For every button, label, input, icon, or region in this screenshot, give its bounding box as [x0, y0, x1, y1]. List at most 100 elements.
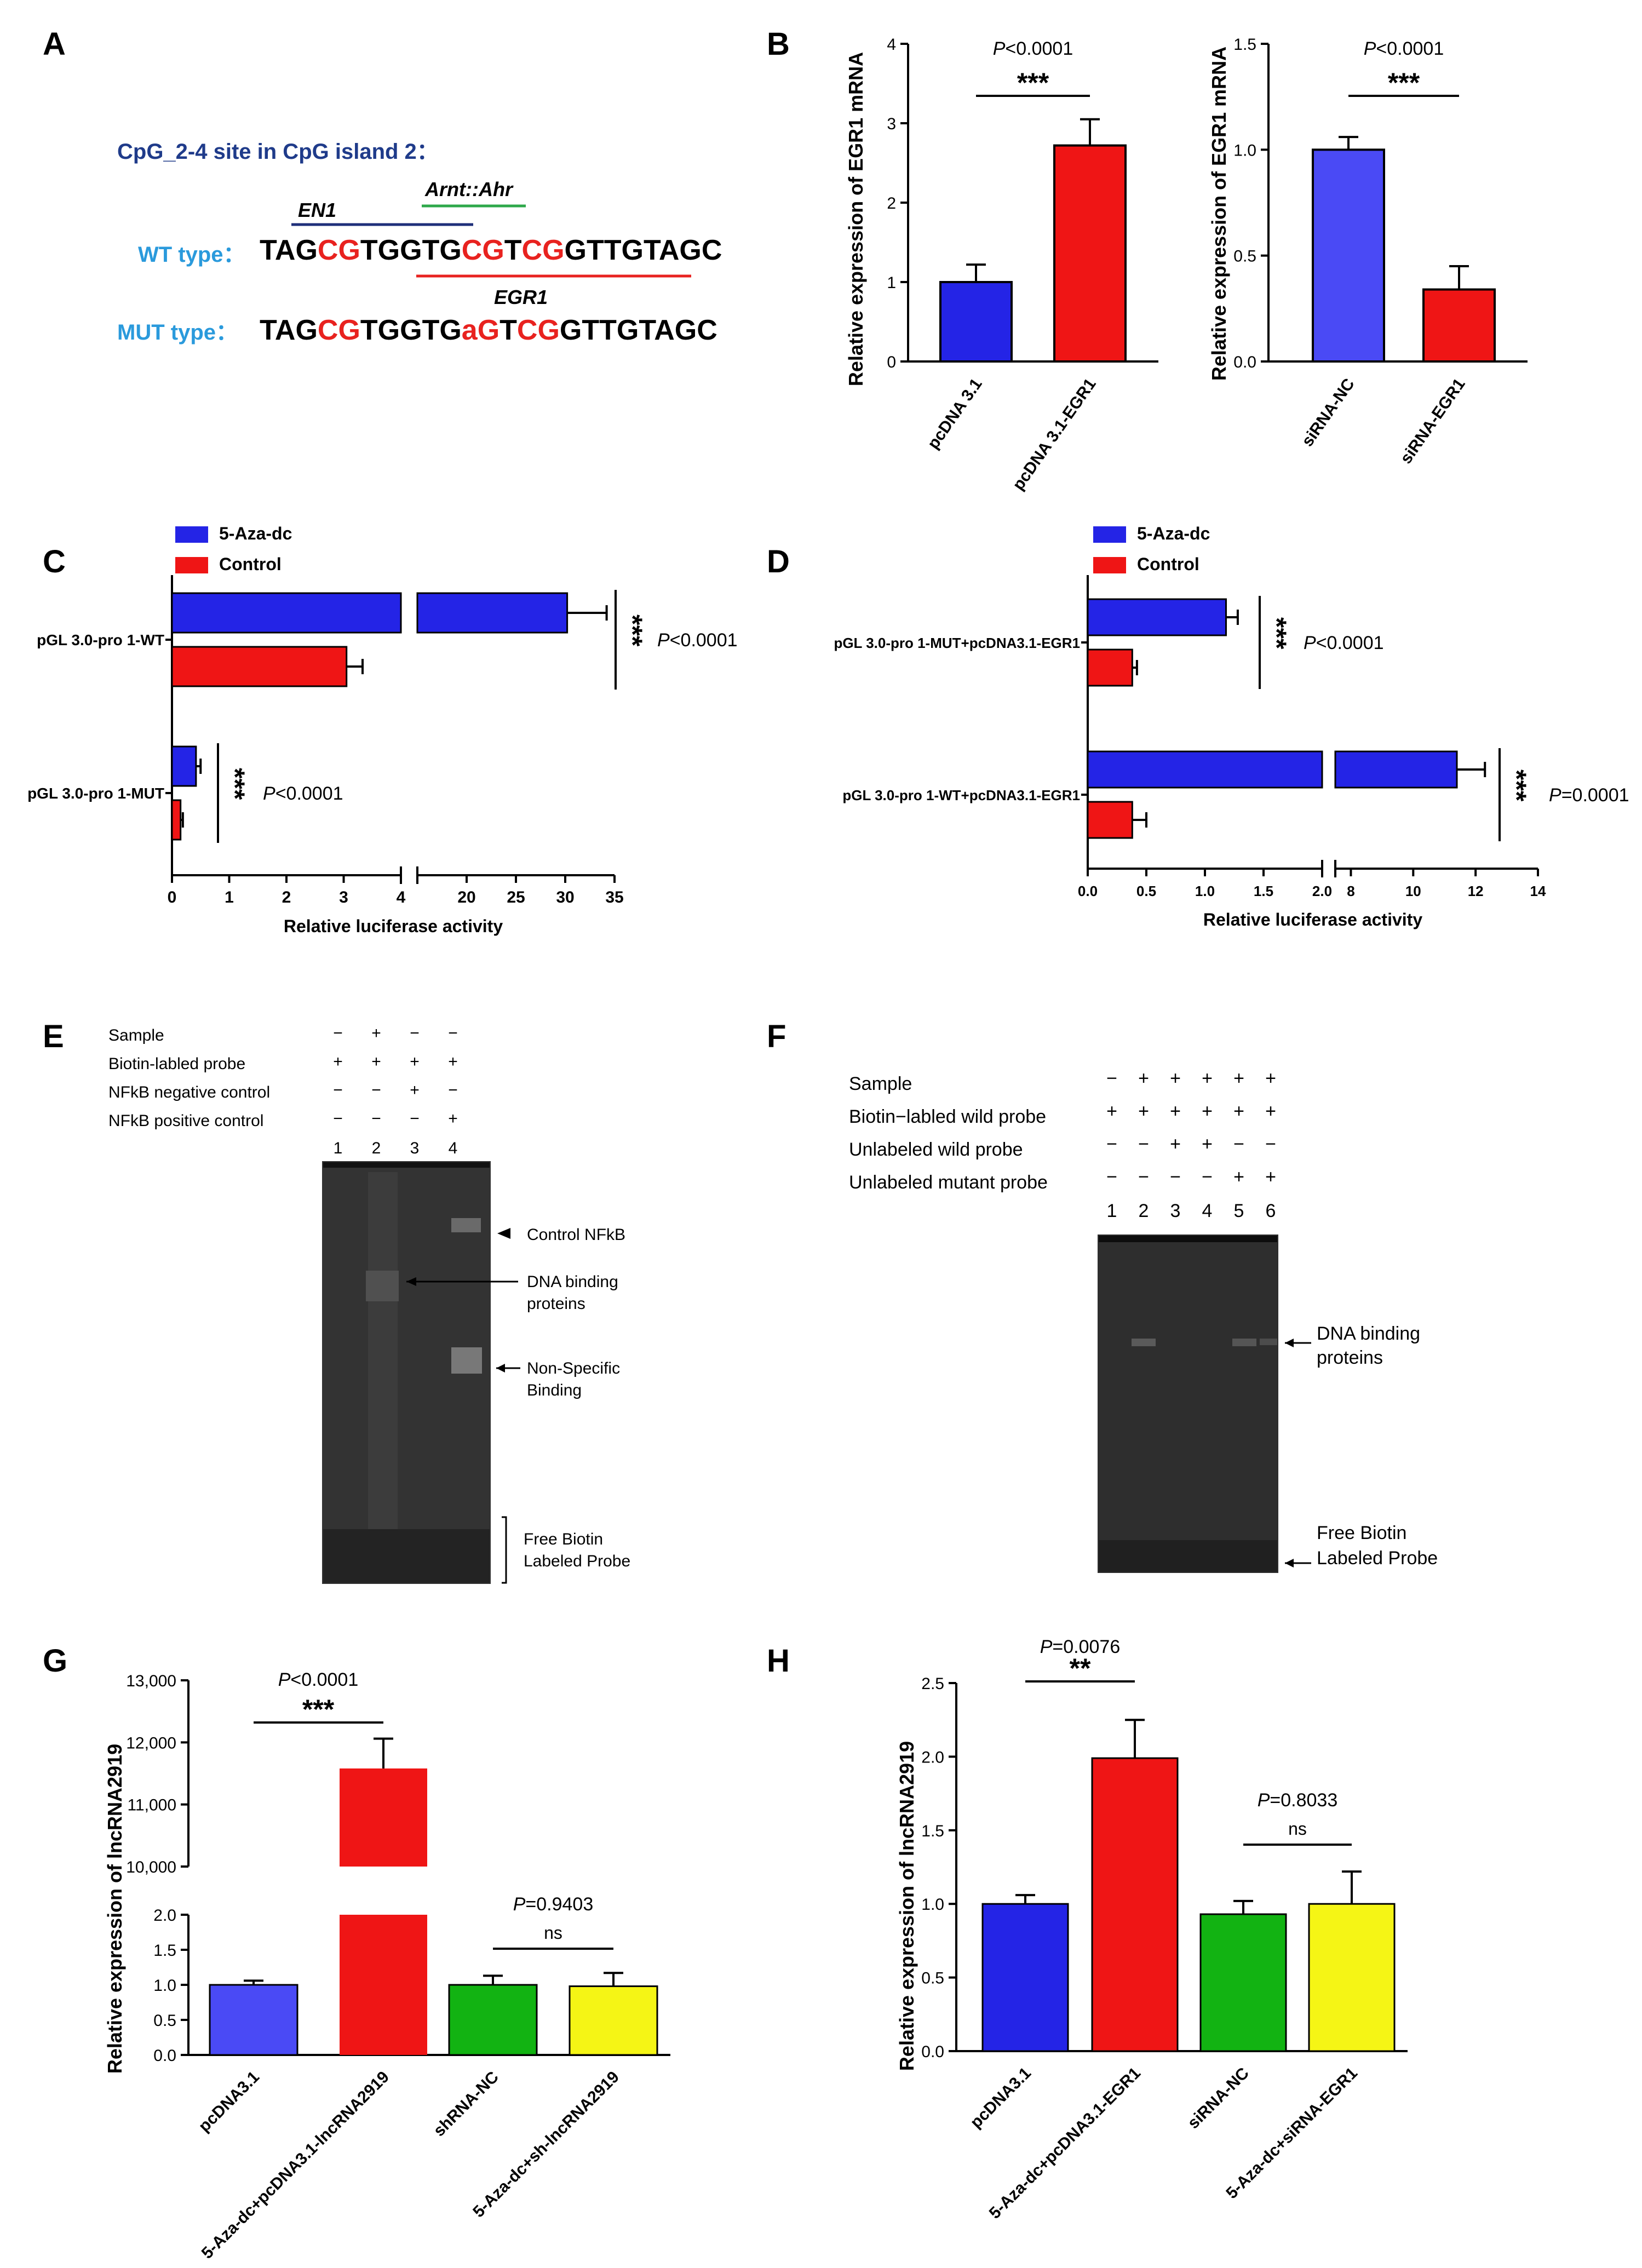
e-signs-sign: −	[371, 1081, 381, 1099]
cpg-site-title: CpG_2-4 site in CpG island 2：	[117, 140, 439, 164]
f-signs-sign: −	[1106, 1167, 1117, 1187]
g-y-tick-label: 13,000	[126, 1672, 176, 1690]
h-category-label: pcDNA3.1	[967, 2064, 1035, 2132]
D-x-tick-label: 1.5	[1254, 883, 1273, 899]
panel-e: E Sample Biotin-labled probe NFkB negati…	[43, 1019, 630, 1584]
D-p-value-2-value: =0.0001	[1561, 785, 1629, 806]
D-x-tick-label: 2.0	[1312, 883, 1332, 899]
D-group-label-1: pGL 3.0-pro 1-MUT+pcDNA3.1-EGR1	[834, 635, 1080, 651]
f-signs-sign: +	[1170, 1134, 1181, 1155]
B1-category-label: pcDNA 3.1-EGR1	[1009, 375, 1100, 493]
e-lane-number: 2	[372, 1139, 381, 1157]
C-p-value-2-p: P	[263, 783, 275, 804]
f-signs-sign: −	[1202, 1167, 1213, 1187]
g-y-tick-label: 0.0	[153, 2047, 176, 2065]
f-row-label-biotin-wild: Biotin−labled wild probe	[849, 1106, 1046, 1127]
g-y-tick-label: 0.5	[153, 2012, 176, 2030]
D-x-tick-label: 10	[1405, 883, 1421, 899]
f-signs-sign: −	[1233, 1134, 1244, 1155]
wt-seq-segment: CG	[522, 234, 565, 266]
mut-seq-segment: CG	[318, 314, 360, 346]
e-annotation-proteins: proteins	[527, 1295, 585, 1313]
e-lane4-nonspecific-band	[451, 1347, 482, 1374]
f-signs-sign: +	[1170, 1101, 1181, 1122]
panel-letter-c: C	[43, 544, 66, 579]
e-signs-sign: +	[448, 1053, 458, 1071]
f-signs-sign: +	[1202, 1134, 1213, 1155]
b2-p-value: P<0.0001	[1364, 38, 1444, 59]
e-sign-grid: − + − − + + + + − − + − − − − +	[333, 1024, 458, 1128]
f-gel-image	[1098, 1235, 1278, 1573]
panel-f: F Sample Biotin−labled wild probe Unlabe…	[767, 1019, 1438, 1573]
h-p-value-1-value: =0.0076	[1052, 1637, 1120, 1657]
f-lane-number: 2	[1139, 1201, 1149, 1221]
g-y-axis-label: Relative expression of lncRNA2919	[104, 1744, 126, 2074]
e-signs-sign: +	[371, 1024, 381, 1042]
C-legend-label-control: Control	[219, 554, 282, 574]
mut-sequence: TAGCGTGGTGaGTCGGTTGTAGC	[260, 314, 717, 346]
h-bar-sirna-nc	[1199, 1913, 1287, 2052]
C-legend-swatch-5-aza-dc	[175, 526, 208, 543]
B2-category-label: siRNA-NC	[1298, 375, 1358, 450]
g-y-tick-label: 10,000	[126, 1858, 176, 1876]
wt-type-label: WT type：	[138, 243, 245, 267]
wt-seq-segment: CG	[318, 234, 360, 266]
C-x-tick-label: 35	[605, 888, 623, 906]
h-y-tick-label: 0.0	[921, 2043, 944, 2061]
D-significance-stars-1: ***	[1261, 617, 1292, 650]
g-p-value-1-p: P	[278, 1669, 291, 1690]
control-nfkb-arrowhead-icon	[497, 1228, 510, 1239]
h-y-tick-label: 1.5	[921, 1822, 944, 1840]
e-annotation-non-specific: Non-Specific	[527, 1359, 620, 1377]
C-legend-swatch-control	[175, 557, 208, 573]
D-bar-5-aza-dc-g2-cont	[1334, 750, 1458, 789]
f-gel-wells	[1099, 1236, 1277, 1242]
e-annotation-binding: Binding	[527, 1381, 582, 1399]
e-signs-sign: −	[333, 1024, 343, 1042]
f-signs-sign: +	[1138, 1101, 1149, 1122]
egr1-site-label: EGR1	[494, 286, 548, 308]
f-signs-sign: +	[1265, 1068, 1276, 1089]
e-signs-sign: +	[448, 1110, 458, 1128]
panel-c: C 5-Aza-dc Control 0 1 2 3 4 20 25 30 35 Relative l…	[27, 524, 737, 936]
mut-seq-segment: GTTGTAGC	[560, 314, 717, 346]
f-lane-number: 4	[1202, 1201, 1213, 1221]
D-x-axis-label: Relative luciferase activity	[1203, 910, 1422, 929]
f-lane-number: 1	[1107, 1201, 1117, 1221]
g-significance-ns-2: ns	[544, 1923, 562, 1943]
mut-seq-segment: aG	[462, 314, 500, 346]
B2-y-tick-label: 1.5	[1233, 36, 1256, 54]
C-bar-5-aza-dc-g2	[171, 745, 197, 787]
h-p-value-1-p: P	[1040, 1637, 1053, 1657]
g-category-label: shRNA-NC	[430, 2068, 502, 2140]
g-y-tick-label: 11,000	[127, 1796, 176, 1815]
g-p-value-2: P=0.9403	[513, 1894, 594, 1915]
h-p-value-2: P=0.8033	[1258, 1790, 1338, 1811]
C-bar-control-g1	[171, 646, 348, 687]
e-lane-number: 4	[449, 1139, 458, 1157]
f-lane6-band	[1260, 1339, 1277, 1345]
mut-seq-segment: T	[500, 314, 517, 346]
h-y-tick-label: 2.5	[921, 1675, 944, 1693]
b1-significance-stars: ***	[1017, 67, 1049, 98]
panel-letter-d: D	[767, 544, 790, 579]
e-lane-number: 3	[410, 1139, 420, 1157]
wt-seq-segment: T	[504, 234, 522, 266]
C-bar-control-g2	[171, 799, 182, 841]
g-bar-5-aza-dc-sh-lncrna2919	[569, 1985, 658, 2056]
mut-seq-segment: CG	[517, 314, 560, 346]
f-free-probe-band	[1099, 1540, 1277, 1572]
panel-h: H Relative expression of lncRNA2919 0.0 0…	[767, 1637, 1408, 2223]
B1-bar-pcdna-3-1	[939, 281, 1013, 363]
B2-y-tick-label: 0.5	[1233, 248, 1256, 266]
f-signs-sign: +	[1233, 1068, 1244, 1089]
g-y-tick-label: 1.5	[153, 1942, 176, 1960]
D-p-value-1-p: P	[1304, 633, 1316, 653]
mut-type-label: MUT type：	[117, 320, 238, 344]
B1-y-tick-label: 0	[887, 353, 896, 371]
h-y-axis-label: Relative expression of lncRNA2919	[895, 1741, 918, 2071]
wt-seq-segment: GTTGTAGC	[565, 234, 722, 266]
wt-seq-segment: TAG	[260, 234, 318, 266]
e-signs-sign: −	[448, 1024, 458, 1042]
C-x-tick-label: 25	[507, 888, 525, 906]
